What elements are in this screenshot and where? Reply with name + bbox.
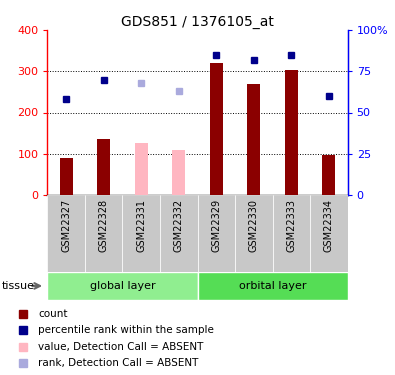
Text: GSM22334: GSM22334 xyxy=(324,199,334,252)
Text: global layer: global layer xyxy=(90,281,155,291)
Bar xyxy=(122,195,160,272)
Text: GSM22329: GSM22329 xyxy=(211,199,221,252)
Bar xyxy=(235,195,273,272)
Text: GSM22331: GSM22331 xyxy=(136,199,146,252)
Text: count: count xyxy=(38,309,68,319)
Text: percentile rank within the sample: percentile rank within the sample xyxy=(38,325,214,335)
Bar xyxy=(47,195,85,272)
Bar xyxy=(198,272,348,300)
Text: orbital layer: orbital layer xyxy=(239,281,306,291)
Text: GDS851 / 1376105_at: GDS851 / 1376105_at xyxy=(121,15,274,29)
Text: rank, Detection Call = ABSENT: rank, Detection Call = ABSENT xyxy=(38,358,199,368)
Text: tissue: tissue xyxy=(2,281,35,291)
Bar xyxy=(160,195,198,272)
Bar xyxy=(198,195,235,272)
Text: GSM22330: GSM22330 xyxy=(249,199,259,252)
Bar xyxy=(210,63,223,195)
Bar xyxy=(322,155,335,195)
Bar xyxy=(285,70,298,195)
Text: GSM22333: GSM22333 xyxy=(286,199,296,252)
Bar xyxy=(247,84,260,195)
Bar xyxy=(85,195,122,272)
Bar xyxy=(172,150,185,195)
Text: value, Detection Call = ABSENT: value, Detection Call = ABSENT xyxy=(38,342,204,352)
Text: GSM22332: GSM22332 xyxy=(174,199,184,252)
Text: GSM22328: GSM22328 xyxy=(99,199,109,252)
Text: GSM22327: GSM22327 xyxy=(61,199,71,252)
Bar xyxy=(97,140,110,195)
Bar xyxy=(60,158,73,195)
Bar xyxy=(135,144,148,195)
Bar xyxy=(273,195,310,272)
Bar xyxy=(47,272,198,300)
Bar xyxy=(310,195,348,272)
